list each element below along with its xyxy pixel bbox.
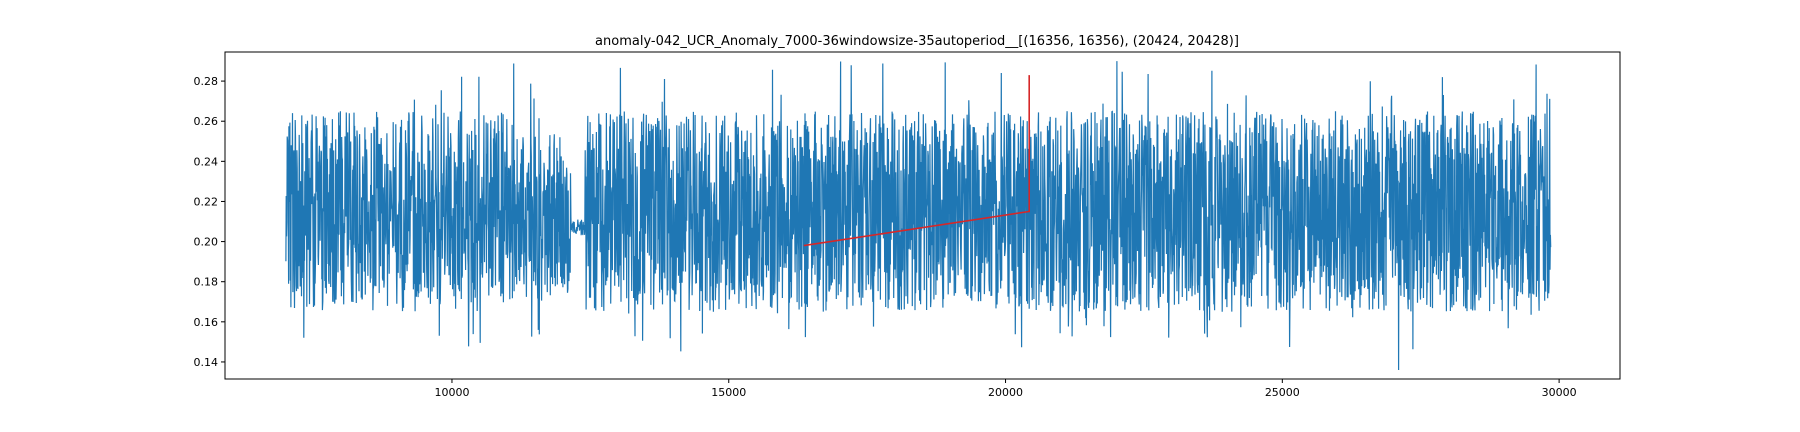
y-tick-label: 0.28 <box>194 75 219 88</box>
y-tick-label: 0.18 <box>194 276 219 289</box>
y-tick-label: 0.20 <box>194 236 219 249</box>
axes: 10000 15000 20000 25000 30000 0.14 0.16 0.18 0.2… <box>194 75 1577 399</box>
anomaly-series-line <box>803 75 1030 247</box>
y-tick-label: 0.26 <box>194 115 219 128</box>
y-tick-label: 0.16 <box>194 316 219 329</box>
x-tick-label: 10000 <box>434 386 469 399</box>
plot-frame <box>224 51 1621 380</box>
x-tick-label: 30000 <box>1542 386 1577 399</box>
signal-series-line <box>285 61 1552 371</box>
chart-title: anomaly-042_UCR_Anomaly_7000-36windowsiz… <box>595 34 1239 49</box>
x-tick-label: 20000 <box>988 386 1023 399</box>
x-tick-label: 15000 <box>711 386 746 399</box>
x-tick-label: 25000 <box>1265 386 1300 399</box>
plot-area <box>285 61 1552 371</box>
y-tick-label: 0.24 <box>194 155 219 168</box>
y-tick-label: 0.22 <box>194 195 219 208</box>
y-tick-label: 0.14 <box>194 356 219 369</box>
